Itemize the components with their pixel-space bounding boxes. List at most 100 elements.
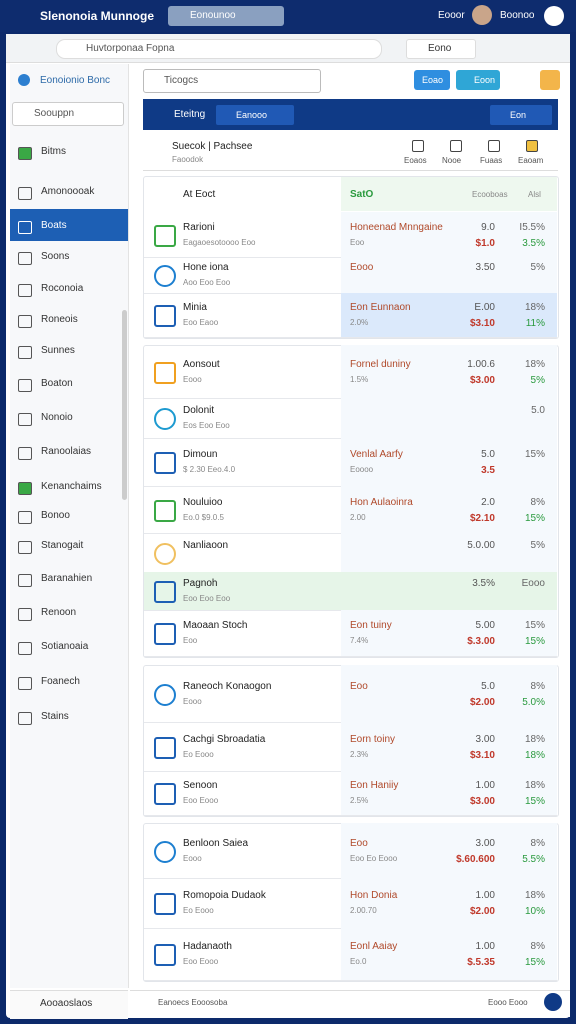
row-title[interactable]: Rarioni: [183, 221, 215, 233]
row-title[interactable]: Minia: [183, 302, 207, 313]
tab-icon[interactable]: [412, 140, 424, 152]
url-bar[interactable]: [56, 39, 382, 59]
row-divider: [144, 656, 557, 657]
row-icon[interactable]: [154, 893, 176, 915]
row-title[interactable]: Pagnoh: [183, 578, 218, 589]
menu-item[interactable]: Sunnes: [41, 345, 75, 356]
menu-item[interactable]: Roneois: [41, 314, 78, 325]
header-bar: [143, 99, 558, 130]
menu-item[interactable]: Soons: [41, 251, 70, 262]
menu-icon: [18, 346, 32, 359]
footer-bar: [130, 990, 570, 1017]
row-p2: 5.5%: [522, 853, 545, 865]
row-detail2: Eo.0: [350, 957, 367, 966]
row-tint: [341, 928, 557, 980]
tab-btn[interactable]: [406, 39, 476, 59]
row-icon[interactable]: [154, 944, 176, 966]
row-title[interactable]: Raneoch Konaogon: [183, 680, 272, 692]
row-highlight: [144, 572, 557, 610]
menu-item[interactable]: Bonoo: [41, 510, 70, 521]
row-title[interactable]: Hone iona: [183, 262, 229, 273]
row-title[interactable]: Senoon: [183, 780, 218, 791]
row-icon[interactable]: [154, 783, 176, 805]
menu-icon: [18, 147, 32, 160]
row-icon[interactable]: [154, 623, 176, 645]
menu-item[interactable]: Stanogait: [41, 540, 84, 551]
menu-item[interactable]: Amonoooak: [41, 186, 95, 197]
row-p2: 15%: [524, 796, 545, 807]
tab-label[interactable]: Eaoam: [518, 156, 544, 165]
menu-item[interactable]: Foanech: [41, 676, 80, 687]
row-title[interactable]: Maoaan Stoch: [183, 620, 248, 631]
os-search-text: Eonounoo: [190, 10, 236, 21]
button[interactable]: [456, 70, 500, 90]
row-icon[interactable]: [154, 499, 176, 522]
row-title[interactable]: Romopoia Dudaok: [183, 890, 266, 901]
scrollbar[interactable]: [122, 310, 127, 500]
menu-item[interactable]: Boats: [41, 220, 67, 231]
row-icon[interactable]: [154, 452, 176, 474]
row-v2: $3.00: [469, 374, 495, 386]
row-v2: $3.10: [469, 749, 495, 761]
tab-label[interactable]: Nooe: [442, 156, 462, 165]
row-icon[interactable]: [154, 840, 176, 863]
row-v1: 9.0: [481, 221, 495, 233]
menu-item[interactable]: Kenanchaims: [41, 481, 102, 492]
subtitle: Suecok | Pachsee: [172, 141, 253, 152]
menu-item[interactable]: Baranahien: [41, 573, 93, 584]
footer-left: Eanoecs Eooosoba: [158, 998, 228, 1007]
row-p2: 3.5%: [522, 237, 545, 249]
menu-item[interactable]: Renoon: [41, 607, 77, 618]
icon[interactable]: [544, 6, 564, 26]
sidebar-search[interactable]: [12, 102, 124, 126]
menu-icon: [18, 413, 32, 426]
menu-item[interactable]: Bitms: [41, 146, 66, 157]
row-icon[interactable]: [154, 265, 176, 287]
row-icon[interactable]: [154, 581, 176, 603]
active-item[interactable]: [10, 209, 128, 241]
tab-icon[interactable]: [526, 140, 538, 152]
os-search[interactable]: [168, 6, 284, 26]
tab-label[interactable]: Eoaos: [404, 156, 427, 165]
row-title[interactable]: Benloon Saiea: [183, 837, 249, 849]
app-search[interactable]: [143, 69, 321, 93]
header-action[interactable]: [490, 105, 552, 125]
sidebar-footer: Aooaoslaos: [40, 998, 93, 1009]
row-title[interactable]: Aonsout: [183, 358, 220, 370]
row-p1: 8%: [530, 941, 545, 952]
footer-icon[interactable]: [544, 993, 562, 1011]
row-title[interactable]: Nanliaoon: [183, 539, 229, 551]
row-icon[interactable]: [154, 736, 176, 759]
tab-icon[interactable]: [450, 140, 462, 152]
row-tint: [341, 533, 557, 572]
button[interactable]: [414, 70, 450, 90]
menu-icon: [18, 221, 32, 234]
menu-item[interactable]: Sotianoaia: [41, 641, 89, 652]
icon-button[interactable]: [540, 70, 560, 90]
menu-item[interactable]: Stains: [41, 711, 69, 722]
brand-icon: [18, 74, 30, 86]
header-search[interactable]: [216, 105, 294, 125]
row-icon[interactable]: [154, 408, 176, 430]
row-title[interactable]: Dimoun: [183, 449, 218, 460]
row-icon[interactable]: [154, 224, 176, 247]
row-title[interactable]: Cachgi Sbroadatia: [183, 733, 266, 745]
menu-item[interactable]: Roconoia: [41, 283, 84, 294]
row-p1: 8%: [530, 680, 545, 692]
row-icon[interactable]: [154, 542, 176, 565]
row-icon[interactable]: [154, 305, 176, 327]
row-icon[interactable]: [154, 361, 176, 384]
menu-item[interactable]: Ranoolaias: [41, 446, 92, 457]
row-detail: Eonl Aaiay: [350, 941, 398, 952]
row-title[interactable]: Nouluioo: [183, 496, 223, 508]
row-title[interactable]: Dolonit: [183, 405, 215, 416]
menu-item[interactable]: Nonoio: [41, 412, 73, 423]
menu-item[interactable]: Boaton: [41, 378, 73, 389]
row-title[interactable]: Hadanaoth: [183, 941, 232, 952]
row-tint: [341, 771, 557, 815]
tab-label[interactable]: Fuaas: [480, 156, 503, 165]
row-icon[interactable]: [154, 683, 176, 706]
tab-icon[interactable]: [488, 140, 500, 152]
avatar[interactable]: [472, 5, 492, 25]
